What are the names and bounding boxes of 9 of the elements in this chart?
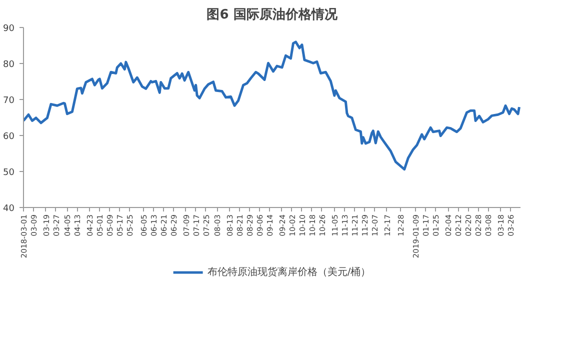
y-tick-label: 80: [3, 60, 15, 70]
legend-label: 布伦特原油现货离岸价格（美元/桶）: [207, 266, 371, 279]
chart-title: 图6 国际原油价格情况: [206, 8, 338, 22]
y-tick-label: 60: [3, 132, 15, 142]
y-tick-label: 40: [3, 204, 15, 214]
line-series: [24, 40, 520, 171]
y-tick-label: 90: [3, 24, 15, 34]
y-tick-label: 70: [3, 96, 15, 106]
y-tick-label: 50: [3, 168, 15, 178]
